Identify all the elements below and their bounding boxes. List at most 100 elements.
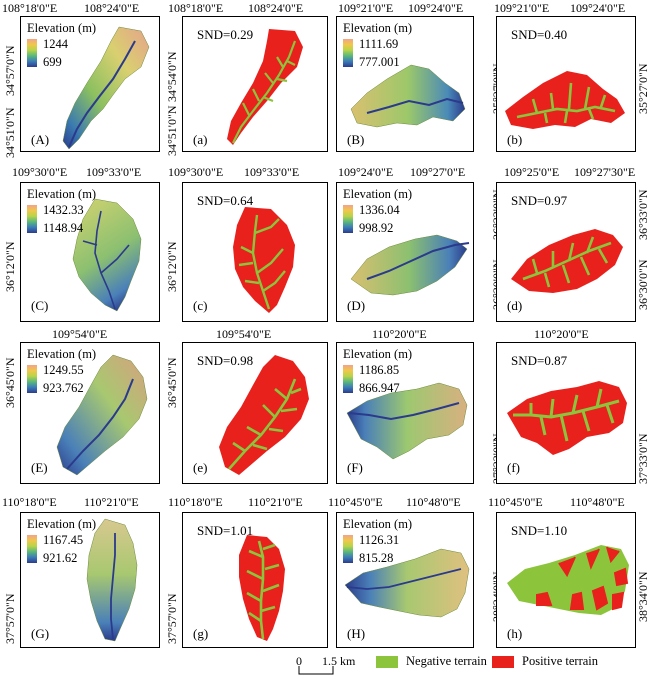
lon-label: 108°18'0"E [2, 1, 58, 15]
watershed-dem-H [344, 548, 470, 618]
elevation-min: 998.92 [359, 221, 394, 235]
lon-label: 108°24'0"E [248, 1, 304, 15]
watershed-terrain-b [505, 71, 625, 129]
map-panel-F: Elevation (m) 1186.85 866.947 (F) [336, 342, 474, 484]
panel-label: (e) [193, 460, 208, 475]
map-panel-B: Elevation (m) 1111.69 777.001 (B) [336, 16, 474, 152]
lon-label: 110°45'0"E [488, 495, 543, 509]
elevation-legend-title: Elevation (m) [27, 21, 97, 35]
elevation-colorbar [343, 365, 353, 393]
elevation-legend-title: Elevation (m) [343, 517, 413, 531]
elevation-legend: Elevation (m) 1186.85 866.947 [343, 347, 412, 395]
map-panel-b: SND=0.40 (b) [496, 16, 636, 152]
snd-value: SND=0.98 [197, 353, 254, 368]
watershed-dem-C [72, 198, 142, 312]
lon-label: 109°24'0"E [408, 1, 464, 15]
panel-label: (g) [193, 626, 209, 641]
elevation-colorbar [27, 535, 37, 563]
watershed-dem-G [86, 518, 138, 642]
elevation-max: 1111.69 [359, 37, 399, 51]
map-panel-C: Elevation (m) 1432.33 1148.94 (C) [20, 182, 160, 322]
elevation-legend: Elevation (m) 1111.69 777.001 [343, 21, 412, 69]
lon-label: 109°30'0"E [168, 165, 224, 179]
map-panel-a: SND=0.29 (a) [182, 16, 328, 152]
elevation-legend: Elevation (m) 1167.45 921.62 [27, 517, 97, 565]
snd-value: SND=0.29 [197, 27, 254, 42]
elevation-colorbar [27, 39, 37, 67]
scale-bar-line [298, 666, 334, 675]
elevation-min: 815.28 [359, 551, 394, 565]
lon-label: 109°54'0"E [52, 327, 108, 341]
lon-label: 109°24'0"E [570, 1, 626, 15]
elevation-max: 1249.55 [43, 363, 84, 377]
scale-distance: 1.5 km [322, 654, 356, 668]
lon-label: 110°20'0"E [534, 327, 589, 341]
snd-value: SND=0.40 [511, 27, 568, 42]
panel-label: (d) [507, 298, 523, 313]
lat-label: 36°30'0"N [636, 259, 650, 310]
negative-swatch [376, 656, 398, 669]
panel-label: (G) [31, 626, 50, 641]
elevation-max: 1126.31 [359, 533, 400, 547]
lon-label: 110°21'0"E [248, 495, 303, 509]
lat-label: 34°54'0"N [165, 51, 179, 102]
panel-label: (a) [193, 132, 208, 147]
lat-label: 36°12'0"N [165, 241, 179, 292]
watershed-dem-A [62, 26, 150, 150]
legend-negative: Negative terrain [376, 654, 487, 669]
lon-label: 109°21'0"E [338, 1, 394, 15]
panel-label: (F) [347, 460, 363, 475]
lon-label: 110°18'0"E [2, 495, 57, 509]
map-panel-E: Elevation (m) 1249.55 923.762 (E) [20, 342, 160, 484]
lon-label: 109°33'0"E [244, 165, 300, 179]
elevation-legend-title: Elevation (m) [27, 517, 97, 531]
snd-value: SND=0.64 [197, 193, 254, 208]
lon-label: 109°27'30"E [574, 165, 636, 179]
lat-label: 35°27'0"N [636, 63, 650, 114]
elevation-legend-title: Elevation (m) [343, 187, 413, 201]
scale-zero: 0 [296, 654, 302, 668]
map-panel-G: Elevation (m) 1167.45 921.62 (G) [20, 512, 160, 648]
lon-label: 110°21'0"E [84, 495, 139, 509]
panel-label: (D) [347, 298, 366, 313]
panel-label: (b) [507, 132, 523, 147]
lat-label: 37°33'0"N [636, 433, 650, 484]
lon-label: 110°45'0"E [328, 495, 383, 509]
snd-value: SND=0.97 [511, 193, 568, 208]
lon-label: 110°20'0"E [372, 327, 427, 341]
lon-label: 110°18'0"E [168, 495, 223, 509]
map-panel-d: SND=0.97 (d) [496, 182, 636, 322]
panel-label: (H) [347, 626, 366, 641]
elevation-min: 699 [43, 55, 62, 69]
lon-label: 109°30'0"E [12, 165, 68, 179]
panel-label: (E) [31, 460, 48, 475]
watershed-terrain-d [511, 229, 623, 293]
map-panel-H: Elevation (m) 1126.31 815.28 (H) [336, 512, 474, 648]
lon-label: 108°24'0"E [84, 1, 140, 15]
map-panel-e: SND=0.98 (e) [182, 342, 328, 484]
lon-label: 110°48'0"E [406, 495, 461, 509]
lat-label: 36°45'0"N [3, 357, 17, 408]
map-panel-A: Elevation (m) 1244 699 (A) [20, 16, 160, 152]
panel-label: (C) [31, 298, 49, 313]
watershed-terrain-c [233, 207, 295, 313]
map-panel-D: Elevation (m) 1336.04 998.92 (D) [336, 182, 474, 322]
lat-label: 34°57'0"N [3, 45, 17, 96]
snd-value: SND=0.87 [511, 353, 568, 368]
panel-label: (A) [31, 132, 50, 147]
elevation-colorbar [343, 39, 353, 67]
snd-value: SND=1.10 [511, 523, 568, 538]
elevation-max: 1244 [43, 37, 68, 51]
elevation-min: 923.762 [43, 381, 84, 395]
watershed-dem-B [350, 64, 466, 128]
lon-label: 109°24'0"E [338, 165, 394, 179]
elevation-max: 1432.33 [43, 203, 84, 217]
lon-label: 108°18'0"E [168, 1, 224, 15]
panel-label: (B) [347, 132, 365, 147]
lat-label: 36°45'0"N [165, 357, 179, 408]
map-panel-c: SND=0.64 (c) [182, 182, 328, 322]
elevation-min: 921.62 [43, 551, 78, 565]
positive-swatch [492, 656, 514, 669]
lat-label: 36°33'0"N [636, 189, 650, 240]
watershed-dem-E [56, 354, 148, 476]
